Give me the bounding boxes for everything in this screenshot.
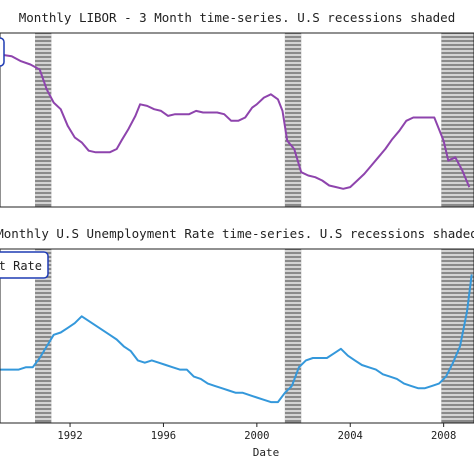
unemployment-legend-label: U.S Unemployment Rate	[0, 259, 42, 273]
x-tick-label: 2004	[338, 430, 363, 442]
libor-chart-title: Monthly LIBOR - 3 Month time-series. U.S…	[19, 10, 456, 25]
unemployment-series-line	[0, 274, 473, 404]
unemployment-legend: U.S Unemployment Rate	[0, 251, 49, 279]
recession-band	[35, 33, 52, 207]
libor-recession-shading	[35, 33, 474, 207]
recession-band-fill	[441, 33, 474, 207]
unemployment-legend-box	[0, 251, 49, 279]
unemployment-recession-shading	[35, 249, 474, 423]
recession-band	[284, 249, 302, 423]
x-tick-label: 2008	[431, 430, 456, 442]
recession-band-fill	[441, 249, 474, 423]
x-tick-label: 1996	[151, 430, 176, 442]
unemployment-panel: Monthly U.S Unemployment Rate time-serie…	[0, 226, 474, 459]
libor-series-line	[0, 53, 471, 190]
x-axis-ticks: 1992 1996 2000 2004 2008	[57, 423, 456, 442]
x-tick-label: 2000	[244, 430, 269, 442]
x-axis-label: Date	[253, 446, 280, 459]
recession-band	[441, 249, 474, 423]
unemployment-chart-title: Monthly U.S Unemployment Rate time-serie…	[0, 226, 474, 241]
libor-panel: Monthly LIBOR - 3 Month time-series. U.S…	[0, 10, 474, 208]
x-tick-label: 1992	[57, 430, 82, 442]
recession-band	[441, 33, 474, 207]
libor-legend-box	[0, 37, 5, 67]
recession-band	[284, 33, 302, 207]
unemployment-plot-frame	[0, 248, 474, 424]
libor-plot-frame	[0, 32, 474, 208]
